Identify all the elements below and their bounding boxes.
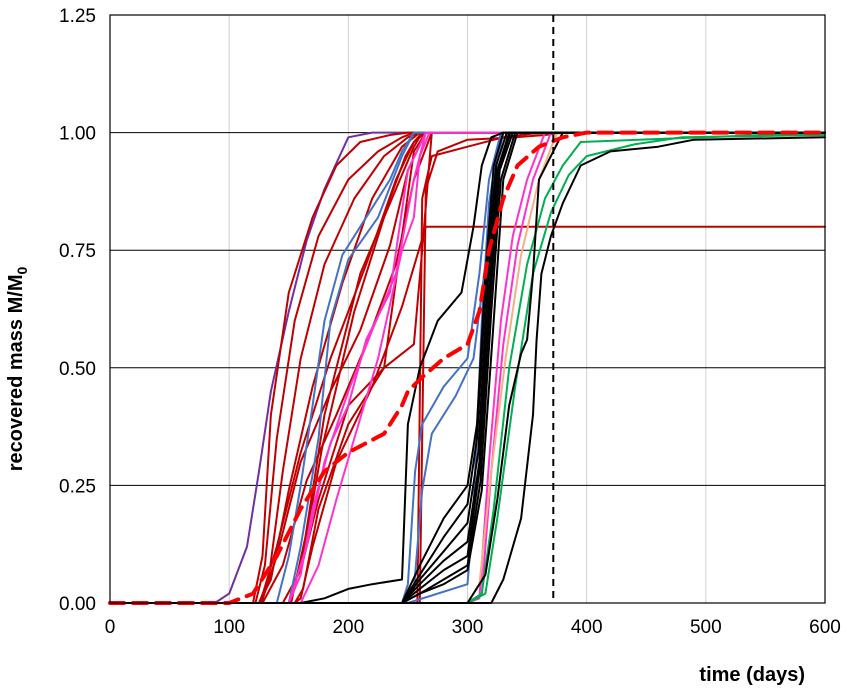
y-tick-label: 0.75 bbox=[59, 241, 96, 262]
y-tick-label: 0.50 bbox=[59, 359, 96, 380]
x-tick-label: 300 bbox=[452, 617, 484, 638]
x-axis-title: time (days) bbox=[699, 664, 805, 686]
series-line bbox=[109, 131, 826, 604]
series-line bbox=[109, 131, 826, 604]
x-tick-label: 600 bbox=[809, 617, 841, 638]
series-line bbox=[109, 134, 826, 604]
series-line bbox=[109, 131, 826, 604]
series-line bbox=[109, 131, 826, 604]
series-line bbox=[109, 131, 826, 604]
grid-lines bbox=[110, 15, 825, 603]
y-axis-title: recovered mass M/M0 bbox=[5, 267, 30, 472]
x-tick-label: 100 bbox=[213, 617, 245, 638]
series-line bbox=[109, 131, 826, 604]
x-tick-label: 500 bbox=[690, 617, 722, 638]
series-line bbox=[109, 131, 826, 604]
x-tick-label: 200 bbox=[332, 617, 364, 638]
plot-frame bbox=[109, 14, 826, 604]
y-axis-title-subscript: 0 bbox=[14, 267, 30, 275]
series-layer bbox=[108, 130, 827, 605]
y-axis-title-main: recovered mass M/M bbox=[5, 275, 27, 472]
series-line bbox=[109, 136, 826, 604]
y-tick-label: 0.25 bbox=[59, 476, 96, 497]
series-line bbox=[109, 131, 826, 604]
series-line-dashed bbox=[108, 130, 827, 605]
x-tick-label: 400 bbox=[571, 617, 603, 638]
series-line bbox=[109, 131, 826, 604]
series-line bbox=[109, 131, 826, 604]
series-line bbox=[109, 131, 826, 604]
y-tick-label: 0.00 bbox=[59, 594, 96, 615]
series-line bbox=[109, 131, 826, 604]
y-tick-label: 1.25 bbox=[59, 6, 96, 27]
series-line bbox=[109, 131, 826, 604]
x-tick-label: 0 bbox=[105, 617, 116, 638]
series-line bbox=[109, 131, 826, 604]
series-line bbox=[109, 131, 826, 604]
y-tick-label: 1.00 bbox=[59, 124, 96, 145]
tick-labels: 0 100 200 300 400 500 600 0.00 0.25 0.50 0.75 1.00 1… bbox=[59, 6, 841, 638]
